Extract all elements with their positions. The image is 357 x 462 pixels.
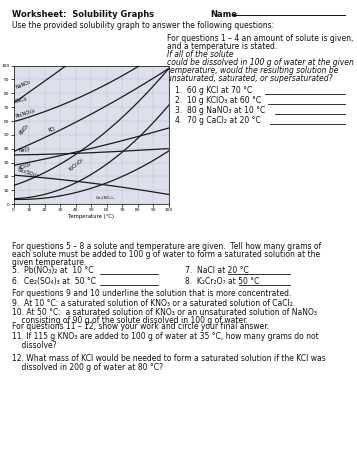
Text: 9.  At 10 °C: a saturated solution of KNO₃ or a saturated solution of CaCl₂.: 9. At 10 °C: a saturated solution of KNO… xyxy=(12,299,295,308)
Text: Ce₂(SO₄)₃: Ce₂(SO₄)₃ xyxy=(96,196,115,200)
Text: For questions 1 – 4 an amount of solute is given,: For questions 1 – 4 an amount of solute … xyxy=(167,34,353,43)
Text: Ce₂(SO₄)₃: Ce₂(SO₄)₃ xyxy=(17,167,40,179)
Text: 5.  Pb(NO₃)₂ at  10 °C: 5. Pb(NO₃)₂ at 10 °C xyxy=(12,266,94,275)
Text: given temperature.: given temperature. xyxy=(12,258,86,267)
Text: 2.  10 g KClO₃ at 60 °C: 2. 10 g KClO₃ at 60 °C xyxy=(175,96,261,105)
Text: 10. At 50 °C:  a saturated solution of KNO₃ or an unsaturated solution of NaNO₃: 10. At 50 °C: a saturated solution of KN… xyxy=(12,308,317,317)
Text: 12. What mass of KCl would be needed to form a saturated solution if the KCl was: 12. What mass of KCl would be needed to … xyxy=(12,354,326,363)
Text: Name: Name xyxy=(210,10,237,19)
Text: Worksheet:  Solubility Graphs: Worksheet: Solubility Graphs xyxy=(12,10,154,19)
Text: K₂Cr₂O₇: K₂Cr₂O₇ xyxy=(68,157,85,172)
Text: 11. If 115 g KNO₃ are added to 100 g of water at 35 °C, how many grams do not: 11. If 115 g KNO₃ are added to 100 g of … xyxy=(12,332,319,341)
Text: For questions 11 – 12, show your work and circle your final answer.: For questions 11 – 12, show your work an… xyxy=(12,322,269,331)
Text: consisting of 90 g of the solute dissolved in 100 g of water.: consisting of 90 g of the solute dissolv… xyxy=(12,316,248,325)
Text: 7.  NaCl at 20 °C: 7. NaCl at 20 °C xyxy=(185,266,249,275)
Text: 1.  60 g KCl at 70 °C: 1. 60 g KCl at 70 °C xyxy=(175,86,252,95)
Text: 3.  80 g NaNO₃ at 10 °C: 3. 80 g NaNO₃ at 10 °C xyxy=(175,106,265,115)
Text: could be dissolved in 100 g of water at the given: could be dissolved in 100 g of water at … xyxy=(167,58,354,67)
Text: 4.  70 g CaCl₂ at 20 °C: 4. 70 g CaCl₂ at 20 °C xyxy=(175,116,261,125)
Text: For questions 5 – 8 a solute and temperature are given.  Tell how many grams of: For questions 5 – 8 a solute and tempera… xyxy=(12,242,321,251)
Text: For questions 9 and 10 underline the solution that is more concentrated.: For questions 9 and 10 underline the sol… xyxy=(12,289,291,298)
Text: dissolved in 200 g of water at 80 °C?: dissolved in 200 g of water at 80 °C? xyxy=(12,363,163,372)
Text: CaCl₂: CaCl₂ xyxy=(15,96,29,104)
Text: Use the provided solubility graph to answer the following questions:: Use the provided solubility graph to ans… xyxy=(12,21,274,30)
Text: KClO₃: KClO₃ xyxy=(18,161,32,170)
Text: each solute must be added to 100 g of water to form a saturated solution at the: each solute must be added to 100 g of wa… xyxy=(12,250,320,259)
Text: temperature, would the resulting solution be: temperature, would the resulting solutio… xyxy=(167,66,338,75)
Text: unsaturated, saturated, or supersaturated?: unsaturated, saturated, or supersaturate… xyxy=(167,74,333,83)
Text: Pb(NO₃)₂: Pb(NO₃)₂ xyxy=(15,108,36,119)
Text: KNO₃: KNO₃ xyxy=(18,123,30,136)
X-axis label: Temperature (°C): Temperature (°C) xyxy=(68,214,114,219)
Text: 6.  Ce₂(SO₄)₃ at  50 °C: 6. Ce₂(SO₄)₃ at 50 °C xyxy=(12,277,96,286)
Text: KCl: KCl xyxy=(48,127,56,133)
Text: NaNO₃: NaNO₃ xyxy=(15,79,32,90)
Text: and a temperature is stated.: and a temperature is stated. xyxy=(167,42,282,51)
Text: 8.  K₂Cr₂O₇ at 50 °C: 8. K₂Cr₂O₇ at 50 °C xyxy=(185,277,260,286)
Text: If all of the solute: If all of the solute xyxy=(167,50,233,59)
Text: dissolve?: dissolve? xyxy=(12,341,57,350)
Text: NaCl: NaCl xyxy=(18,147,30,152)
